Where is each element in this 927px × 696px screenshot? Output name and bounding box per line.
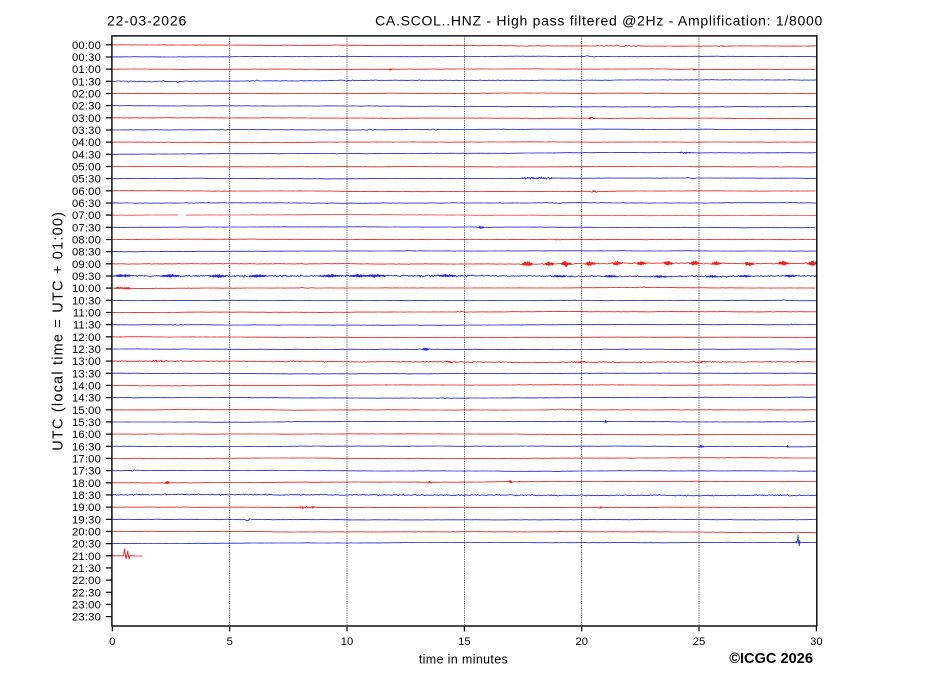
svg-text:15:30: 15:30 xyxy=(72,417,101,429)
svg-text:15: 15 xyxy=(458,636,470,648)
svg-text:©ICGC 2026: ©ICGC 2026 xyxy=(729,651,813,667)
svg-text:0: 0 xyxy=(109,636,115,648)
svg-text:22-03-2026: 22-03-2026 xyxy=(107,13,187,29)
svg-text:03:00: 03:00 xyxy=(72,113,101,125)
svg-text:22:00: 22:00 xyxy=(72,575,101,587)
svg-text:CA.SCOL..HNZ - High pass filte: CA.SCOL..HNZ - High pass filtered @2Hz -… xyxy=(375,13,823,29)
svg-text:16:30: 16:30 xyxy=(72,441,101,453)
svg-text:07:00: 07:00 xyxy=(72,210,101,222)
svg-text:10:30: 10:30 xyxy=(72,295,101,307)
svg-text:12:30: 12:30 xyxy=(72,344,101,356)
svg-text:21:00: 21:00 xyxy=(72,551,101,563)
svg-text:11:30: 11:30 xyxy=(73,320,101,332)
svg-text:22:30: 22:30 xyxy=(72,587,101,599)
svg-text:09:30: 09:30 xyxy=(72,271,101,283)
svg-text:time in minutes: time in minutes xyxy=(419,653,508,667)
svg-text:05:00: 05:00 xyxy=(72,162,101,174)
svg-text:20:30: 20:30 xyxy=(72,539,101,551)
svg-text:17:00: 17:00 xyxy=(72,453,101,465)
svg-text:16:00: 16:00 xyxy=(72,429,101,441)
svg-text:19:30: 19:30 xyxy=(72,514,101,526)
svg-text:04:30: 04:30 xyxy=(72,149,101,161)
svg-text:21:30: 21:30 xyxy=(72,563,101,575)
svg-text:14:00: 14:00 xyxy=(72,380,101,392)
svg-text:15:00: 15:00 xyxy=(72,405,101,417)
svg-text:04:00: 04:00 xyxy=(72,137,101,149)
svg-text:08:00: 08:00 xyxy=(72,235,101,247)
svg-text:06:30: 06:30 xyxy=(72,198,101,210)
svg-text:01:00: 01:00 xyxy=(72,64,101,76)
svg-text:03:30: 03:30 xyxy=(72,125,101,137)
svg-text:00:30: 00:30 xyxy=(72,52,101,64)
svg-text:5: 5 xyxy=(227,636,233,648)
svg-text:09:00: 09:00 xyxy=(72,259,101,271)
svg-text:20:00: 20:00 xyxy=(72,526,101,538)
svg-text:01:30: 01:30 xyxy=(72,76,101,88)
svg-text:19:00: 19:00 xyxy=(72,502,101,514)
svg-text:18:00: 18:00 xyxy=(72,478,101,490)
svg-text:23:30: 23:30 xyxy=(72,612,101,624)
svg-text:13:00: 13:00 xyxy=(72,356,101,368)
svg-text:30: 30 xyxy=(810,636,822,648)
svg-text:UTC (local time = UTC + 01:00): UTC (local time = UTC + 01:00) xyxy=(51,211,67,451)
svg-text:17:30: 17:30 xyxy=(72,466,101,478)
svg-text:18:30: 18:30 xyxy=(72,490,101,502)
svg-text:07:30: 07:30 xyxy=(72,222,101,234)
svg-text:13:30: 13:30 xyxy=(72,368,101,380)
svg-text:06:00: 06:00 xyxy=(72,186,101,198)
svg-text:10:00: 10:00 xyxy=(72,283,101,295)
svg-text:10: 10 xyxy=(341,636,353,648)
svg-text:20: 20 xyxy=(575,636,587,648)
svg-text:14:30: 14:30 xyxy=(72,393,101,405)
svg-text:23:00: 23:00 xyxy=(72,599,101,611)
svg-text:25: 25 xyxy=(693,636,705,648)
svg-text:02:30: 02:30 xyxy=(72,101,101,113)
svg-text:12:00: 12:00 xyxy=(72,332,101,344)
svg-text:02:00: 02:00 xyxy=(72,89,101,101)
svg-text:00:00: 00:00 xyxy=(72,40,101,52)
svg-text:05:30: 05:30 xyxy=(72,174,101,186)
svg-text:11:00: 11:00 xyxy=(73,308,101,320)
svg-text:08:30: 08:30 xyxy=(72,247,101,259)
